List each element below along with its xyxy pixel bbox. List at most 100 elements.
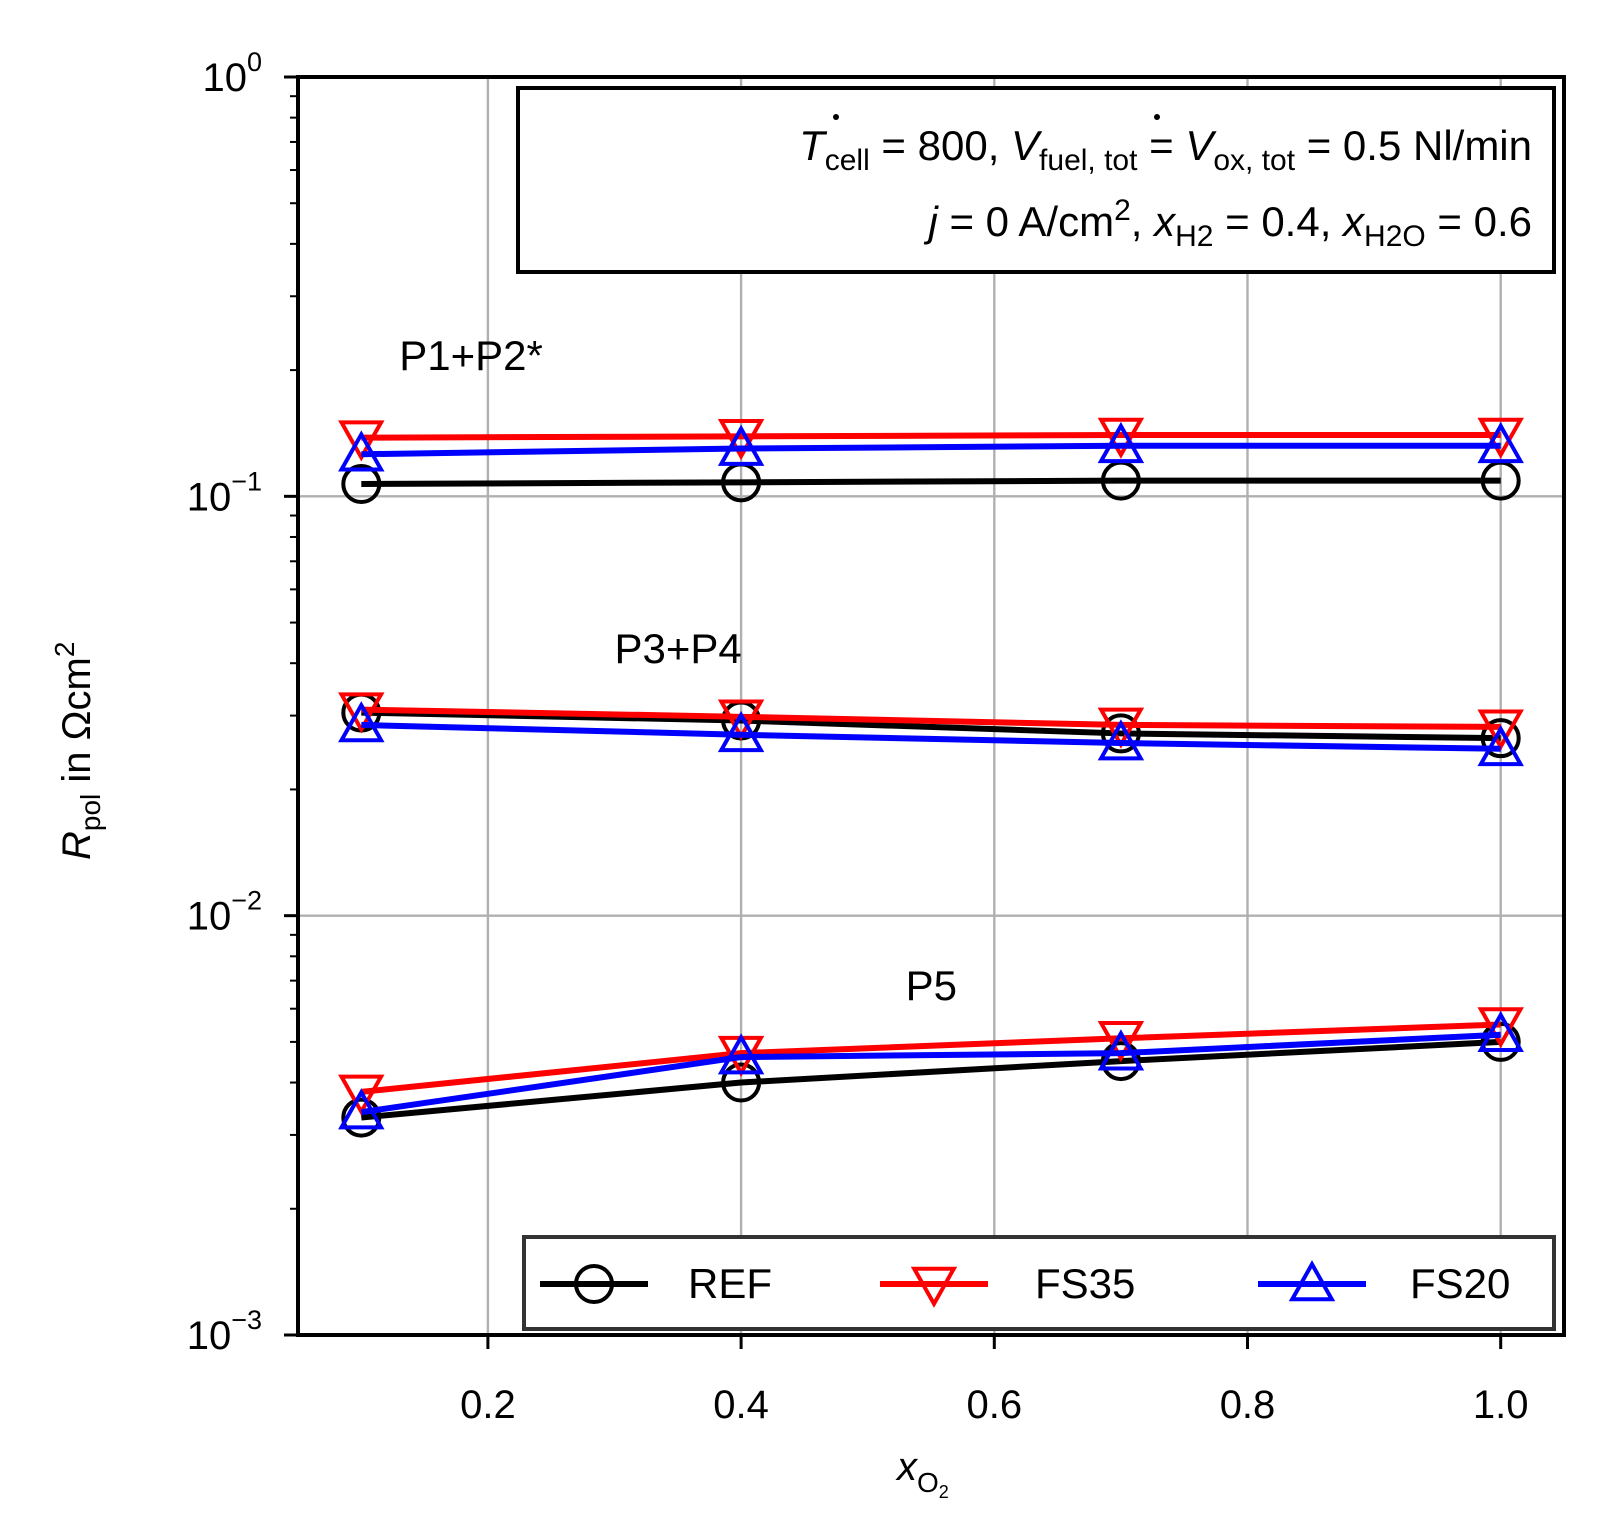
series-line-p3-p4-fs20 <box>361 721 1501 752</box>
data-point-p1-p2-fs35 <box>1477 417 1524 459</box>
x-axis-title-main: x <box>895 1445 919 1489</box>
info-v1: V <box>1011 122 1043 169</box>
y-tick-exp: −2 <box>231 886 262 916</box>
info-j-sup: 2 <box>1114 194 1131 227</box>
data-point-p5-fs35 <box>1477 1007 1524 1049</box>
info-x1: x <box>1152 198 1177 245</box>
series-line-p5-ref <box>361 1038 1501 1121</box>
data-point-p5-fs20 <box>338 1088 385 1130</box>
info-t-sub: cell <box>825 144 870 177</box>
data-point-p5-fs20 <box>1097 1029 1145 1071</box>
x-tick-label: 0.4 <box>713 1383 769 1427</box>
x-axis-title-subsub: 2 <box>939 1482 949 1502</box>
data-point-p5-ref <box>721 1062 762 1103</box>
y-tick-base: 10 <box>187 895 232 939</box>
y-axis-title-sub: pol <box>75 794 106 831</box>
y-tick-base: 10 <box>202 56 247 100</box>
series-line-p3-p4-ref <box>361 709 1501 742</box>
legend-label-ref: REF <box>688 1260 772 1307</box>
legend-label-fs20: FS20 <box>1410 1260 1510 1307</box>
legend-items <box>540 1260 1366 1308</box>
info-t: T <box>799 122 828 169</box>
legend-frame <box>522 1235 1556 1331</box>
legend-label-fs35: FS35 <box>1035 1260 1135 1307</box>
data-point-p3-p4-fs20 <box>338 701 385 743</box>
data-point-p3-p4-fs20 <box>1477 724 1524 767</box>
data-point-p3-p4-fs35 <box>338 692 385 734</box>
x-axis-title: xO2 <box>895 1445 949 1502</box>
annotation-p5: P5 <box>906 962 957 1009</box>
x-tick-label: 0.6 <box>966 1383 1022 1427</box>
data-point-p5-fs35 <box>338 1074 385 1116</box>
y-tick-label: 10−3 <box>187 1305 262 1358</box>
y-tick-label: 10−2 <box>187 886 262 939</box>
data-point-p3-p4-ref <box>1100 713 1141 754</box>
info-x1-eq: = 0.4, <box>1213 198 1343 245</box>
info-x2-eq: = 0.6 <box>1426 198 1532 245</box>
legend-marker-ref <box>574 1264 614 1304</box>
x-tick-label: 0.2 <box>460 1383 516 1427</box>
y-tick-label: 10−1 <box>187 466 262 519</box>
data-point-p1-p2-fs20 <box>1477 421 1524 464</box>
data-point-p1-p2-fs35 <box>717 419 765 461</box>
info-line-1: Tcell = 800, Vfuel, tot = Vox, tot = 0.5… <box>799 122 1532 177</box>
data-point-p1-p2-fs20 <box>338 430 385 472</box>
y-axis-title-rest: in Ωcm <box>55 657 99 794</box>
info-v2: V <box>1185 122 1217 169</box>
data-point-p1-p2-fs35 <box>338 420 385 462</box>
data-point-p5-fs20 <box>717 1033 765 1075</box>
info-x2: x <box>1341 198 1366 245</box>
series-lines <box>338 417 1524 1138</box>
plot-frame <box>296 75 1566 1337</box>
data-point-p3-p4-fs20 <box>1097 719 1145 761</box>
y-tick-exp: 0 <box>247 47 262 77</box>
legend-marker-fs20 <box>1288 1260 1336 1302</box>
annotation-p3-p4: P3+P4 <box>615 625 742 672</box>
data-point-p3-p4-fs20 <box>717 710 765 753</box>
info-v1-sub: fuel, tot <box>1039 144 1138 177</box>
info-sep: , <box>1131 198 1154 245</box>
data-point-p3-p4-ref <box>1480 718 1521 759</box>
y-axis-title-sup: 2 <box>49 642 80 658</box>
info-eq3: = 0.5 Nl/min <box>1295 122 1532 169</box>
data-point-p5-ref <box>1480 1021 1521 1062</box>
data-point-p5-ref <box>1100 1041 1141 1082</box>
info-v1-dot <box>833 114 839 120</box>
series-line-p5-fs20 <box>360 1031 1501 1116</box>
series-line-p5-fs35 <box>360 1021 1501 1095</box>
y-tick-base: 10 <box>187 475 232 519</box>
data-point-p5-fs20 <box>1477 1010 1524 1053</box>
data-point-p3-p4-fs35 <box>1097 707 1145 749</box>
data-point-p1-p2-fs20 <box>717 424 765 466</box>
info-j-eq: = 0 A/cm <box>938 198 1114 245</box>
series-line-p1-p2-ref <box>361 477 1501 488</box>
data-point-p3-p4-fs35 <box>1477 709 1524 751</box>
legend-marker-fs35 <box>910 1266 958 1308</box>
info-box-frame <box>516 86 1556 274</box>
data-point-p1-p2-fs35 <box>1097 417 1145 459</box>
data-point-p5-ref <box>341 1097 382 1138</box>
data-point-p1-p2-fs20 <box>1097 421 1145 464</box>
data-point-p1-p2-ref <box>341 464 382 505</box>
info-line-2: j = 0 A/cm2, xH2 = 0.4, xH2O = 0.6 <box>923 194 1532 253</box>
series-line-p1-p2-fs20 <box>361 442 1501 458</box>
legend: REF FS35 FS20 <box>522 1235 1556 1331</box>
info-x2-sub: H2O <box>1364 220 1426 253</box>
y-tick-label: 100 <box>202 47 262 100</box>
y-axis-title-main: R <box>55 831 99 860</box>
series-line-p1-p2-fs35 <box>361 432 1501 441</box>
y-tick-exp: −3 <box>231 1305 262 1335</box>
info-eq1: = 800, <box>870 122 1011 169</box>
y-axis-title: Rpol in Ωcm2 <box>49 642 106 860</box>
annotation-p1-p2: P1+P2* <box>399 332 543 379</box>
y-tick-exp: −1 <box>231 466 262 496</box>
data-point-p5-fs35 <box>1097 1020 1145 1063</box>
info-box: Tcell = 800, Vfuel, tot = Vox, tot = 0.5… <box>516 86 1556 274</box>
x-axis-title-sub: O <box>917 1467 939 1498</box>
y-tick-base: 10 <box>187 1314 232 1358</box>
info-eq2: = <box>1137 122 1185 169</box>
info-x1-sub: H2 <box>1175 220 1213 253</box>
series-line-p3-p4-fs35 <box>361 706 1501 730</box>
